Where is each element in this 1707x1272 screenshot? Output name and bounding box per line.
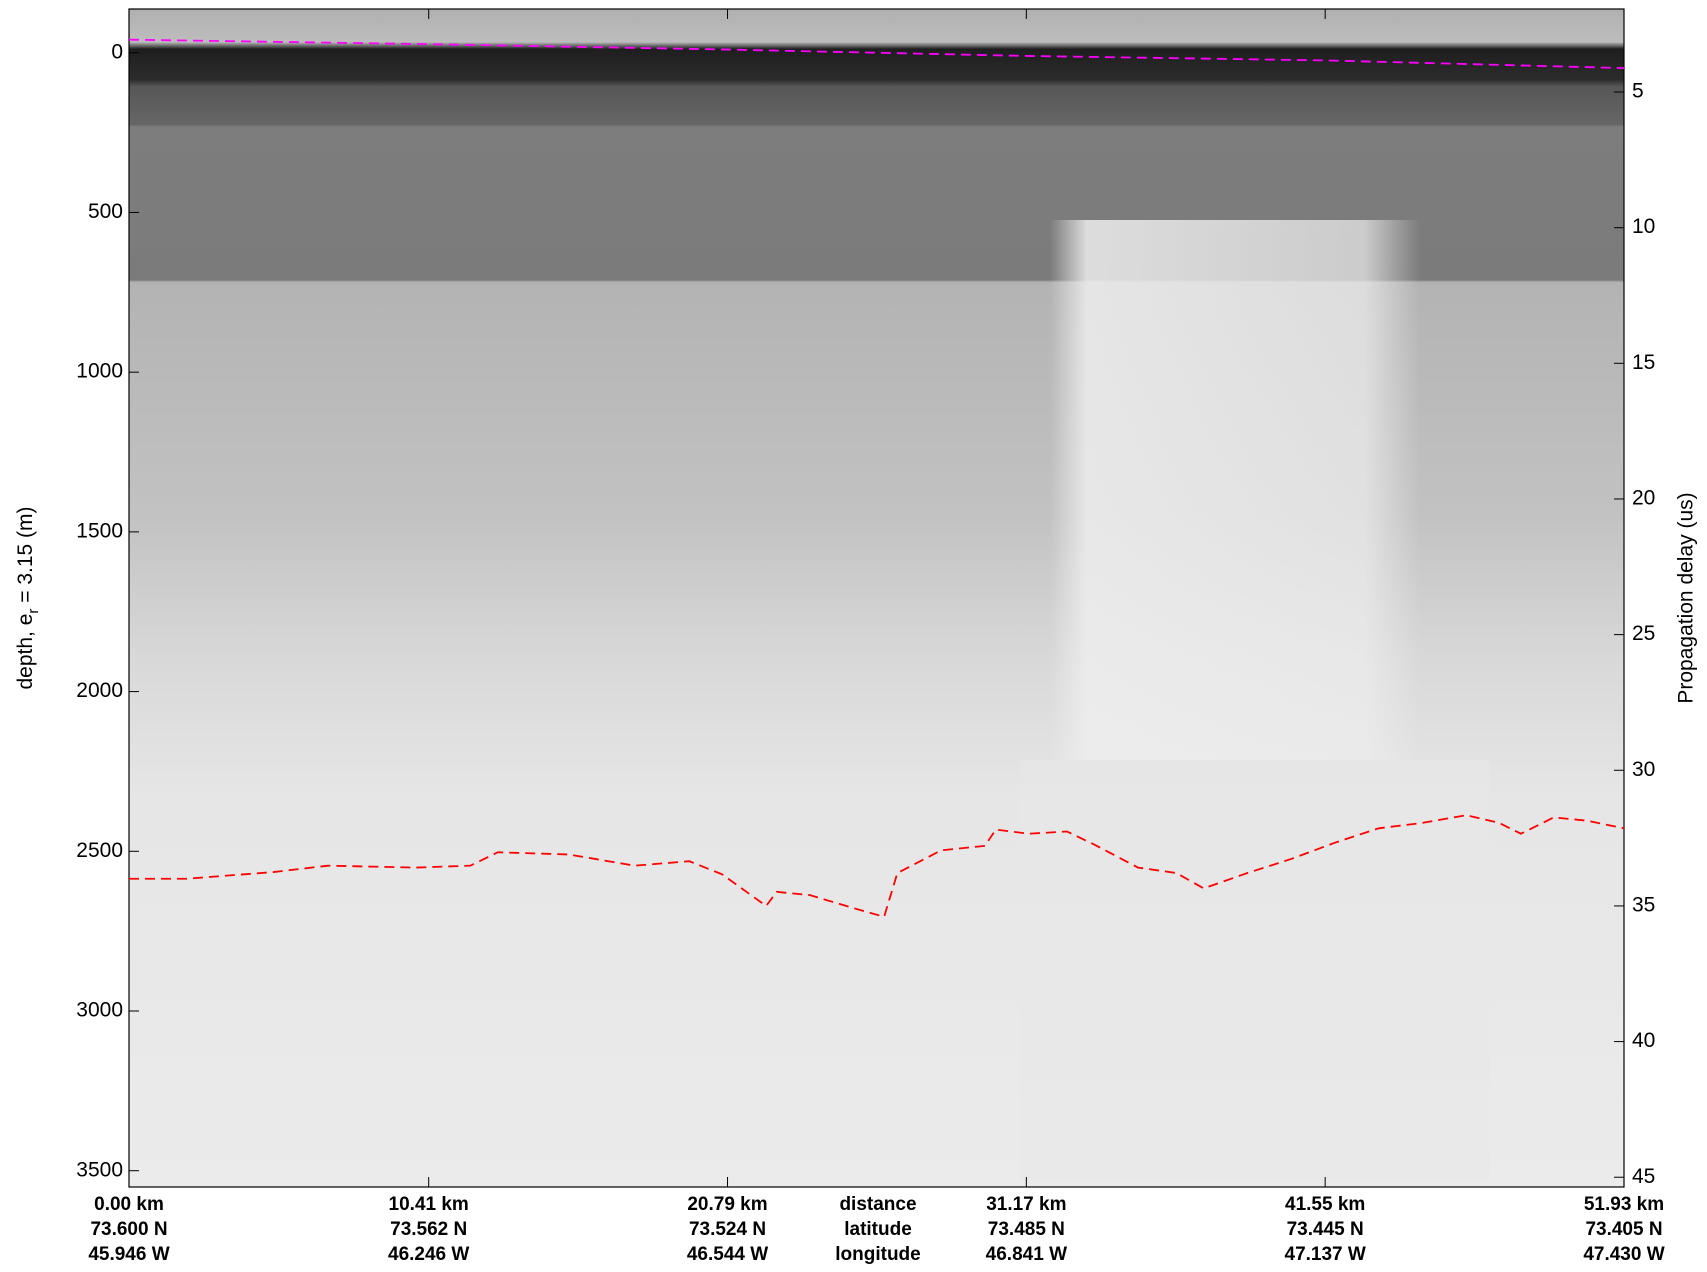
y2-tick-label: 5 [1632, 80, 1644, 103]
axes [128, 9, 1625, 1187]
latitude-label: 73.562 N [390, 1219, 467, 1240]
longitude-label: 47.137 W [1285, 1244, 1366, 1265]
y-tick-label: 3000 [76, 999, 123, 1022]
latitude-label: 73.445 N [1287, 1219, 1364, 1240]
latitude-label: 73.405 N [1585, 1219, 1662, 1240]
y2-tick-label: 15 [1632, 351, 1655, 374]
y-label-part: depth, e [14, 614, 37, 690]
y-tick-label: 2000 [76, 679, 123, 702]
y-axis-label: depth, er = 3.15 (m) [14, 506, 43, 689]
series-line [128, 38, 1625, 69]
longitude-label: 47.430 W [1583, 1244, 1664, 1265]
longitude-label: 46.246 W [388, 1244, 469, 1265]
latitude-label: 73.600 N [90, 1219, 167, 1240]
y-label-part: = 3.15 (m) [14, 506, 37, 608]
x-tick-label: 51.93 km [1584, 1194, 1664, 1215]
x-tick-label: 31.17 km [986, 1194, 1066, 1215]
y-tick-label: 2500 [76, 839, 123, 862]
y2-tick-label: 30 [1632, 758, 1655, 781]
y-tick-label: 500 [88, 200, 123, 223]
y2-tick-label: 20 [1632, 487, 1655, 510]
row-label: distance [839, 1194, 916, 1215]
y2-tick-label: 35 [1632, 893, 1655, 916]
series-line [129, 814, 1625, 918]
y-tick-label: 1000 [76, 360, 123, 383]
row-label: longitude [835, 1244, 920, 1265]
latitude-label: 73.485 N [988, 1219, 1065, 1240]
plot-frame [128, 8, 1625, 1188]
y-tick-label: 1500 [76, 519, 123, 542]
longitude-label: 45.946 W [88, 1244, 169, 1265]
y2-tick-label: 40 [1632, 1029, 1655, 1052]
y-tick-label: 0 [111, 40, 123, 63]
y2-tick-label: 25 [1632, 622, 1655, 645]
y-tick-label: 3500 [76, 1158, 123, 1181]
x-tick-label: 10.41 km [389, 1194, 469, 1215]
y2-tick-label: 10 [1632, 215, 1655, 238]
longitude-label: 46.544 W [687, 1244, 768, 1265]
latitude-label: 73.524 N [689, 1219, 766, 1240]
echogram-plume-lower [1020, 760, 1490, 1180]
x-tick-label: 20.79 km [687, 1194, 767, 1215]
echogram [129, 9, 1624, 1187]
y-label-subscript: r [25, 609, 42, 614]
x-tick-label: 0.00 km [94, 1194, 164, 1215]
longitude-label: 46.841 W [986, 1244, 1067, 1265]
y2-tick-label: 45 [1632, 1165, 1655, 1188]
x-tick-label: 41.55 km [1285, 1194, 1365, 1215]
y2-axis-label: Propagation delay (us) [1675, 492, 1698, 703]
echogram-plume [1050, 220, 1420, 760]
row-label: latitude [844, 1219, 912, 1240]
